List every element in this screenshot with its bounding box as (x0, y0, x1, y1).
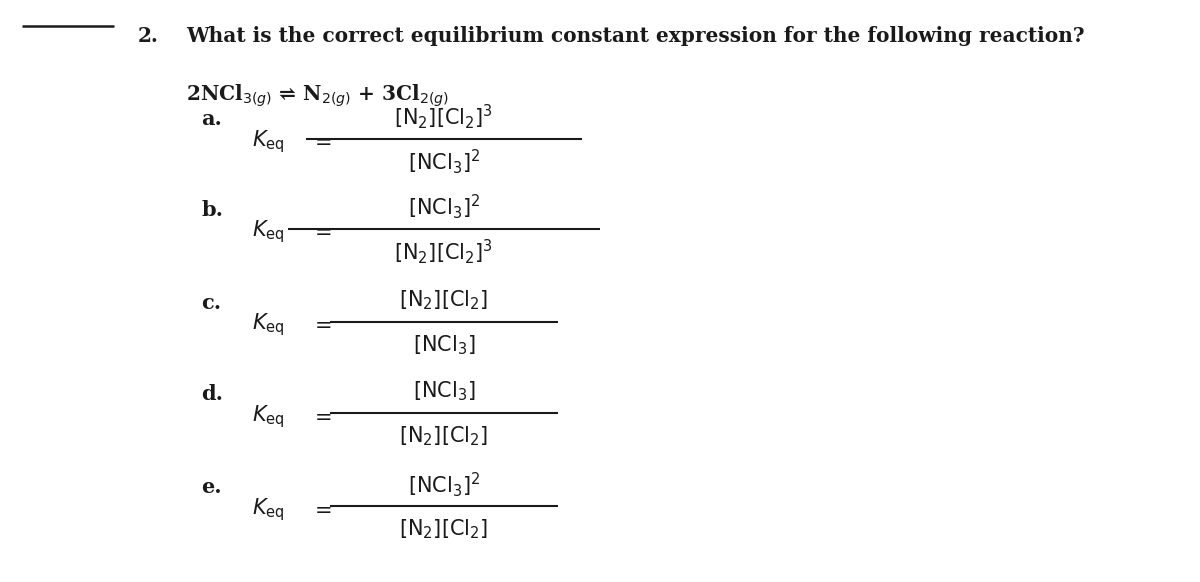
Text: $[\mathrm{NCl_3}]$: $[\mathrm{NCl_3}]$ (413, 333, 475, 357)
Text: b.: b. (202, 200, 223, 219)
Text: $=$: $=$ (310, 407, 331, 425)
Text: $\mathit{K}_{\mathrm{eq}}$: $\mathit{K}_{\mathrm{eq}}$ (252, 311, 284, 338)
Text: $=$: $=$ (310, 315, 331, 334)
Text: $\mathit{K}_{\mathrm{eq}}$: $\mathit{K}_{\mathrm{eq}}$ (252, 403, 284, 430)
Text: $[\mathrm{NCl_3}]^2$: $[\mathrm{NCl_3}]^2$ (408, 192, 480, 221)
Text: $=$: $=$ (310, 222, 331, 241)
Text: e.: e. (202, 477, 222, 497)
Text: 2.: 2. (138, 26, 158, 46)
Text: d.: d. (202, 384, 223, 404)
Text: What is the correct equilibrium constant expression for the following reaction?: What is the correct equilibrium constant… (186, 26, 1085, 46)
Text: $[\mathrm{N_2}][\mathrm{Cl_2}]$: $[\mathrm{N_2}][\mathrm{Cl_2}]$ (400, 288, 488, 311)
Text: 2NCl$_{3(g)}$ ⇌ N$_{2(g)}$ + 3Cl$_{2(g)}$: 2NCl$_{3(g)}$ ⇌ N$_{2(g)}$ + 3Cl$_{2(g)}… (186, 83, 449, 109)
Text: $[\mathrm{NCl_3}]^2$: $[\mathrm{NCl_3}]^2$ (408, 147, 480, 176)
Text: $\mathit{K}_{\mathrm{eq}}$: $\mathit{K}_{\mathrm{eq}}$ (252, 218, 284, 245)
Text: c.: c. (202, 293, 222, 313)
Text: $[\mathrm{NCl_3}]^2$: $[\mathrm{NCl_3}]^2$ (408, 470, 480, 499)
Text: $=$: $=$ (310, 132, 331, 151)
Text: $\mathit{K}_{\mathrm{eq}}$: $\mathit{K}_{\mathrm{eq}}$ (252, 496, 284, 523)
Text: a.: a. (202, 109, 222, 129)
Text: $[\mathrm{NCl_3}]$: $[\mathrm{NCl_3}]$ (413, 379, 475, 403)
Text: $[\mathrm{N_2}][\mathrm{Cl_2}]$: $[\mathrm{N_2}][\mathrm{Cl_2}]$ (400, 518, 488, 541)
Text: $[\mathrm{N_2}][\mathrm{Cl_2}]^3$: $[\mathrm{N_2}][\mathrm{Cl_2}]^3$ (395, 102, 493, 131)
Text: $\mathit{K}_{\mathrm{eq}}$: $\mathit{K}_{\mathrm{eq}}$ (252, 128, 284, 155)
Text: $[\mathrm{N_2}][\mathrm{Cl_2}]$: $[\mathrm{N_2}][\mathrm{Cl_2}]$ (400, 425, 488, 448)
Text: $[\mathrm{N_2}][\mathrm{Cl_2}]^3$: $[\mathrm{N_2}][\mathrm{Cl_2}]^3$ (395, 237, 493, 267)
Text: $=$: $=$ (310, 500, 331, 519)
